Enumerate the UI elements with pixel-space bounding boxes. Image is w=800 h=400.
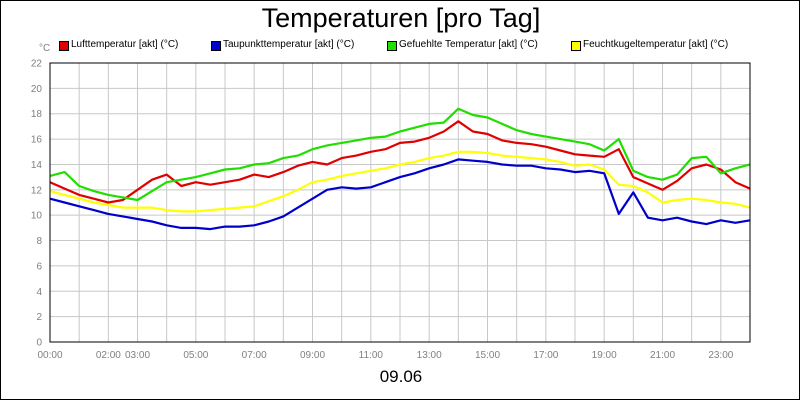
- legend-label: Gefuehlte Temperatur [akt] (°C): [399, 39, 538, 50]
- series-line-lufttemperatur: [49, 120, 751, 204]
- x-tick-label: 21:00: [650, 350, 675, 361]
- x-tick-label: 19:00: [592, 350, 617, 361]
- y-tick-label: 2: [36, 312, 42, 323]
- x-tick-label: 13:00: [417, 350, 442, 361]
- plot-border: [49, 62, 751, 343]
- y-tick-label: 6: [36, 261, 42, 272]
- legend-label: Feuchtkugeltemperatur [akt] (°C): [583, 39, 729, 50]
- y-tick-label: 16: [31, 135, 43, 146]
- y-tick-label: 12: [31, 185, 43, 196]
- x-tick-label: 09:00: [300, 350, 325, 361]
- y-tick-label: 20: [31, 84, 43, 95]
- legend-swatch: [211, 41, 221, 51]
- legend-swatch: [571, 41, 581, 51]
- y-tick-label: 4: [36, 287, 42, 298]
- x-tick-label: 11:00: [359, 350, 384, 361]
- legend-label: Taupunkttemperatur [akt] (°C): [223, 39, 355, 50]
- series-line-gefuehlte-temperatur: [49, 107, 751, 202]
- y-tick-label: 10: [31, 211, 43, 222]
- chart-title: Temperaturen [pro Tag]: [261, 3, 541, 33]
- legend-label: Lufttemperatur [akt] (°C): [71, 39, 179, 50]
- y-tick-label: 22: [31, 59, 43, 70]
- y-axis-unit: °C: [39, 43, 51, 54]
- x-tick-label: 03:00: [125, 350, 150, 361]
- x-tick-label: 23:00: [708, 350, 733, 361]
- x-tick-label: 17:00: [533, 350, 558, 361]
- date-label: 09.06: [379, 367, 423, 386]
- y-tick-label: 18: [31, 109, 43, 120]
- y-tick-label: 0: [36, 338, 42, 349]
- x-tick-label: 02:00: [96, 350, 121, 361]
- series-line-feuchtkugeltemperatur: [49, 150, 751, 213]
- legend-swatch: [387, 41, 397, 51]
- y-tick-label: 14: [31, 160, 43, 171]
- x-tick-label: 00:00: [37, 350, 62, 361]
- legend-swatch: [59, 41, 69, 51]
- x-tick-label: 05:00: [183, 350, 208, 361]
- x-tick-label: 07:00: [242, 350, 267, 361]
- y-tick-label: 8: [36, 236, 42, 247]
- series-line-taupunkttemperatur: [49, 158, 751, 231]
- x-tick-label: 15:00: [475, 350, 500, 361]
